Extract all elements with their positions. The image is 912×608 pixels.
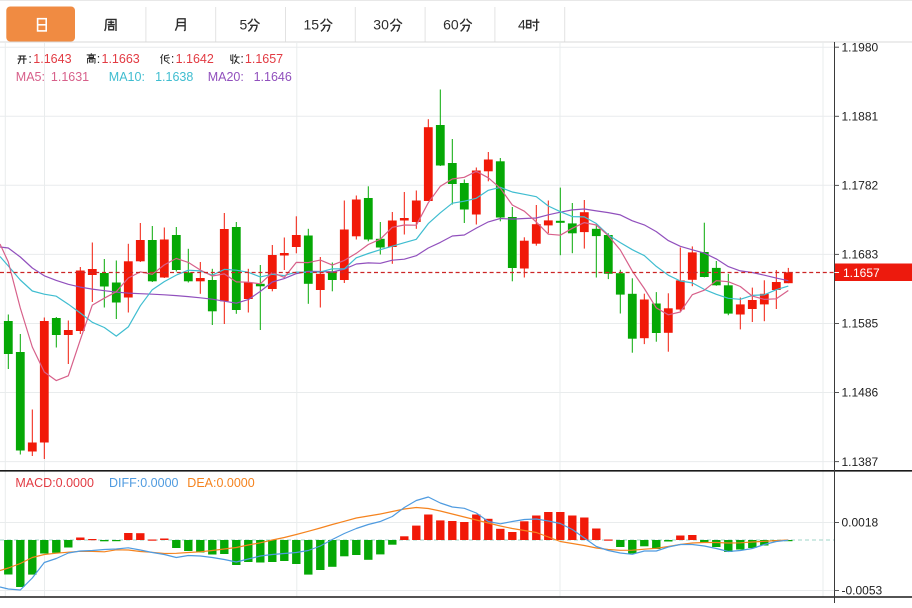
svg-text::: : xyxy=(97,52,100,66)
svg-text:1.1585: 1.1585 xyxy=(842,317,879,331)
svg-text:MACD:0.0000: MACD:0.0000 xyxy=(15,476,94,490)
svg-text:DIFF:0.0000: DIFF:0.0000 xyxy=(109,476,179,490)
svg-text:1.1642: 1.1642 xyxy=(176,52,214,66)
svg-text:5: 5 xyxy=(240,17,248,33)
svg-text:1.1683: 1.1683 xyxy=(842,248,879,262)
svg-text:1.1631: 1.1631 xyxy=(51,70,89,84)
svg-text:1.1980: 1.1980 xyxy=(842,40,879,54)
svg-text:1.1657: 1.1657 xyxy=(245,52,283,66)
svg-text:1.1782: 1.1782 xyxy=(842,179,879,193)
svg-text:15: 15 xyxy=(304,17,320,33)
svg-text:-0.0053: -0.0053 xyxy=(842,584,883,598)
svg-text:30: 30 xyxy=(373,17,389,33)
svg-text:0.0018: 0.0018 xyxy=(842,516,879,530)
svg-text:60: 60 xyxy=(443,17,459,33)
svg-text:1.1387: 1.1387 xyxy=(842,455,879,469)
svg-text:MA10:: MA10: xyxy=(109,70,145,84)
svg-text:MA5:: MA5: xyxy=(16,70,45,84)
svg-text:1.1643: 1.1643 xyxy=(33,52,71,66)
svg-text:1.1657: 1.1657 xyxy=(843,266,880,280)
svg-text:1.1646: 1.1646 xyxy=(254,70,292,84)
svg-text:1.1881: 1.1881 xyxy=(842,110,879,124)
svg-text:DEA:0.0000: DEA:0.0000 xyxy=(187,476,254,490)
svg-text:1.1663: 1.1663 xyxy=(102,52,140,66)
svg-text::: : xyxy=(28,52,31,66)
svg-text::: : xyxy=(171,52,174,66)
svg-text:MA20:: MA20: xyxy=(208,70,244,84)
svg-text::: : xyxy=(240,52,243,66)
svg-text:4: 4 xyxy=(518,17,526,33)
svg-text:1.1486: 1.1486 xyxy=(842,386,879,400)
svg-text:1.1638: 1.1638 xyxy=(155,70,193,84)
